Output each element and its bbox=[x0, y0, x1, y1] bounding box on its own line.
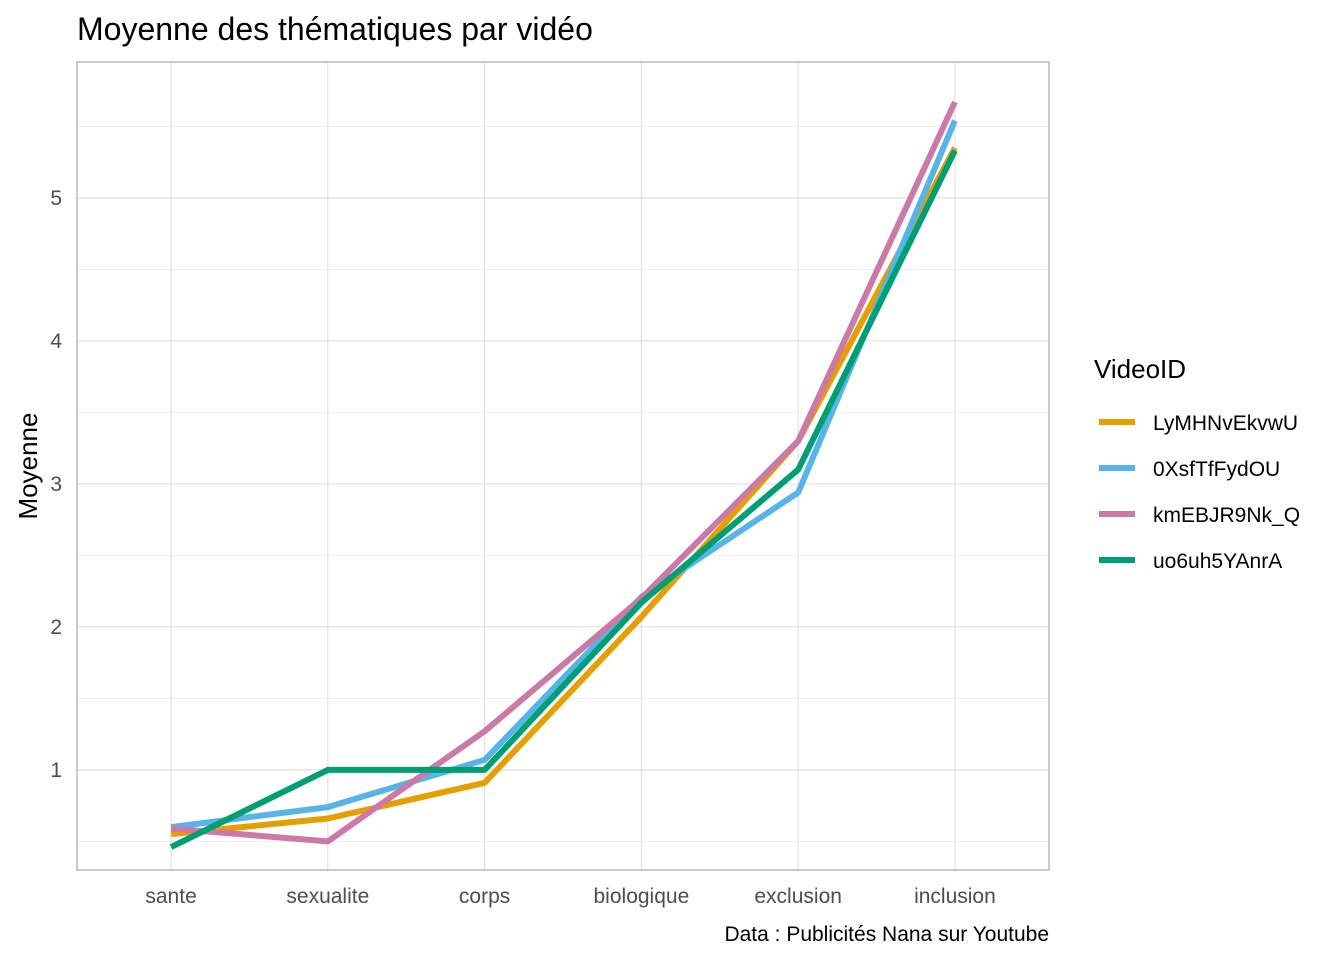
x-tick-label-biologique: biologique bbox=[594, 885, 690, 908]
series-line-0XsfTfFydOU bbox=[170, 119, 958, 831]
series-lines bbox=[169, 100, 958, 850]
legend: VideoID LyMHNvEkvwU 0XsfTfFydOU kmEBJR9Nk_… bbox=[1094, 354, 1300, 573]
series-line-uo6uh5YAnrA bbox=[169, 149, 958, 850]
x-axis-tick-labels: sante sexualite corps biologique exclusion in… bbox=[145, 885, 995, 908]
y-axis-title: Moyenne bbox=[13, 413, 43, 520]
y-tick-label: 4 bbox=[50, 330, 62, 353]
legend-items: LyMHNvEkvwU 0XsfTfFydOU kmEBJR9Nk_Q uo6uh5Y… bbox=[1099, 412, 1300, 573]
y-tick-label: 1 bbox=[50, 759, 62, 782]
x-tick-label-inclusion: inclusion bbox=[914, 885, 996, 908]
chart-title: Moyenne des thématiques par vidéo bbox=[77, 11, 593, 47]
plot-border bbox=[76, 61, 1050, 871]
y-axis-tick-labels: 1 2 3 4 5 bbox=[50, 187, 62, 782]
x-tick-label-corps: corps bbox=[459, 885, 510, 908]
x-tick-label-sante: sante bbox=[145, 885, 196, 908]
legend-label-LyMHNvEkvwU: LyMHNvEkvwU bbox=[1153, 412, 1298, 435]
legend-label-uo6uh5YAnrA: uo6uh5YAnrA bbox=[1153, 550, 1282, 573]
chart-caption: Data : Publicités Nana sur Youtube bbox=[724, 923, 1049, 946]
legend-label-0XsfTfFydOU: 0XsfTfFydOU bbox=[1153, 458, 1280, 481]
x-tick-label-exclusion: exclusion bbox=[754, 885, 842, 908]
legend-label-kmEBJR9Nk_Q: kmEBJR9Nk_Q bbox=[1153, 504, 1300, 527]
series-line-LyMHNvEkvwU bbox=[170, 146, 958, 838]
major-gridlines bbox=[77, 62, 1049, 870]
plot-background bbox=[77, 62, 1049, 870]
y-tick-label: 3 bbox=[50, 473, 62, 496]
y-tick-label: 5 bbox=[50, 187, 62, 210]
series-line-kmEBJR9Nk_Q bbox=[170, 100, 958, 845]
legend-title: VideoID bbox=[1094, 354, 1186, 384]
y-tick-label: 2 bbox=[50, 616, 62, 639]
minor-gridlines bbox=[77, 125, 1049, 842]
x-tick-label-sexualite: sexualite bbox=[286, 885, 369, 908]
